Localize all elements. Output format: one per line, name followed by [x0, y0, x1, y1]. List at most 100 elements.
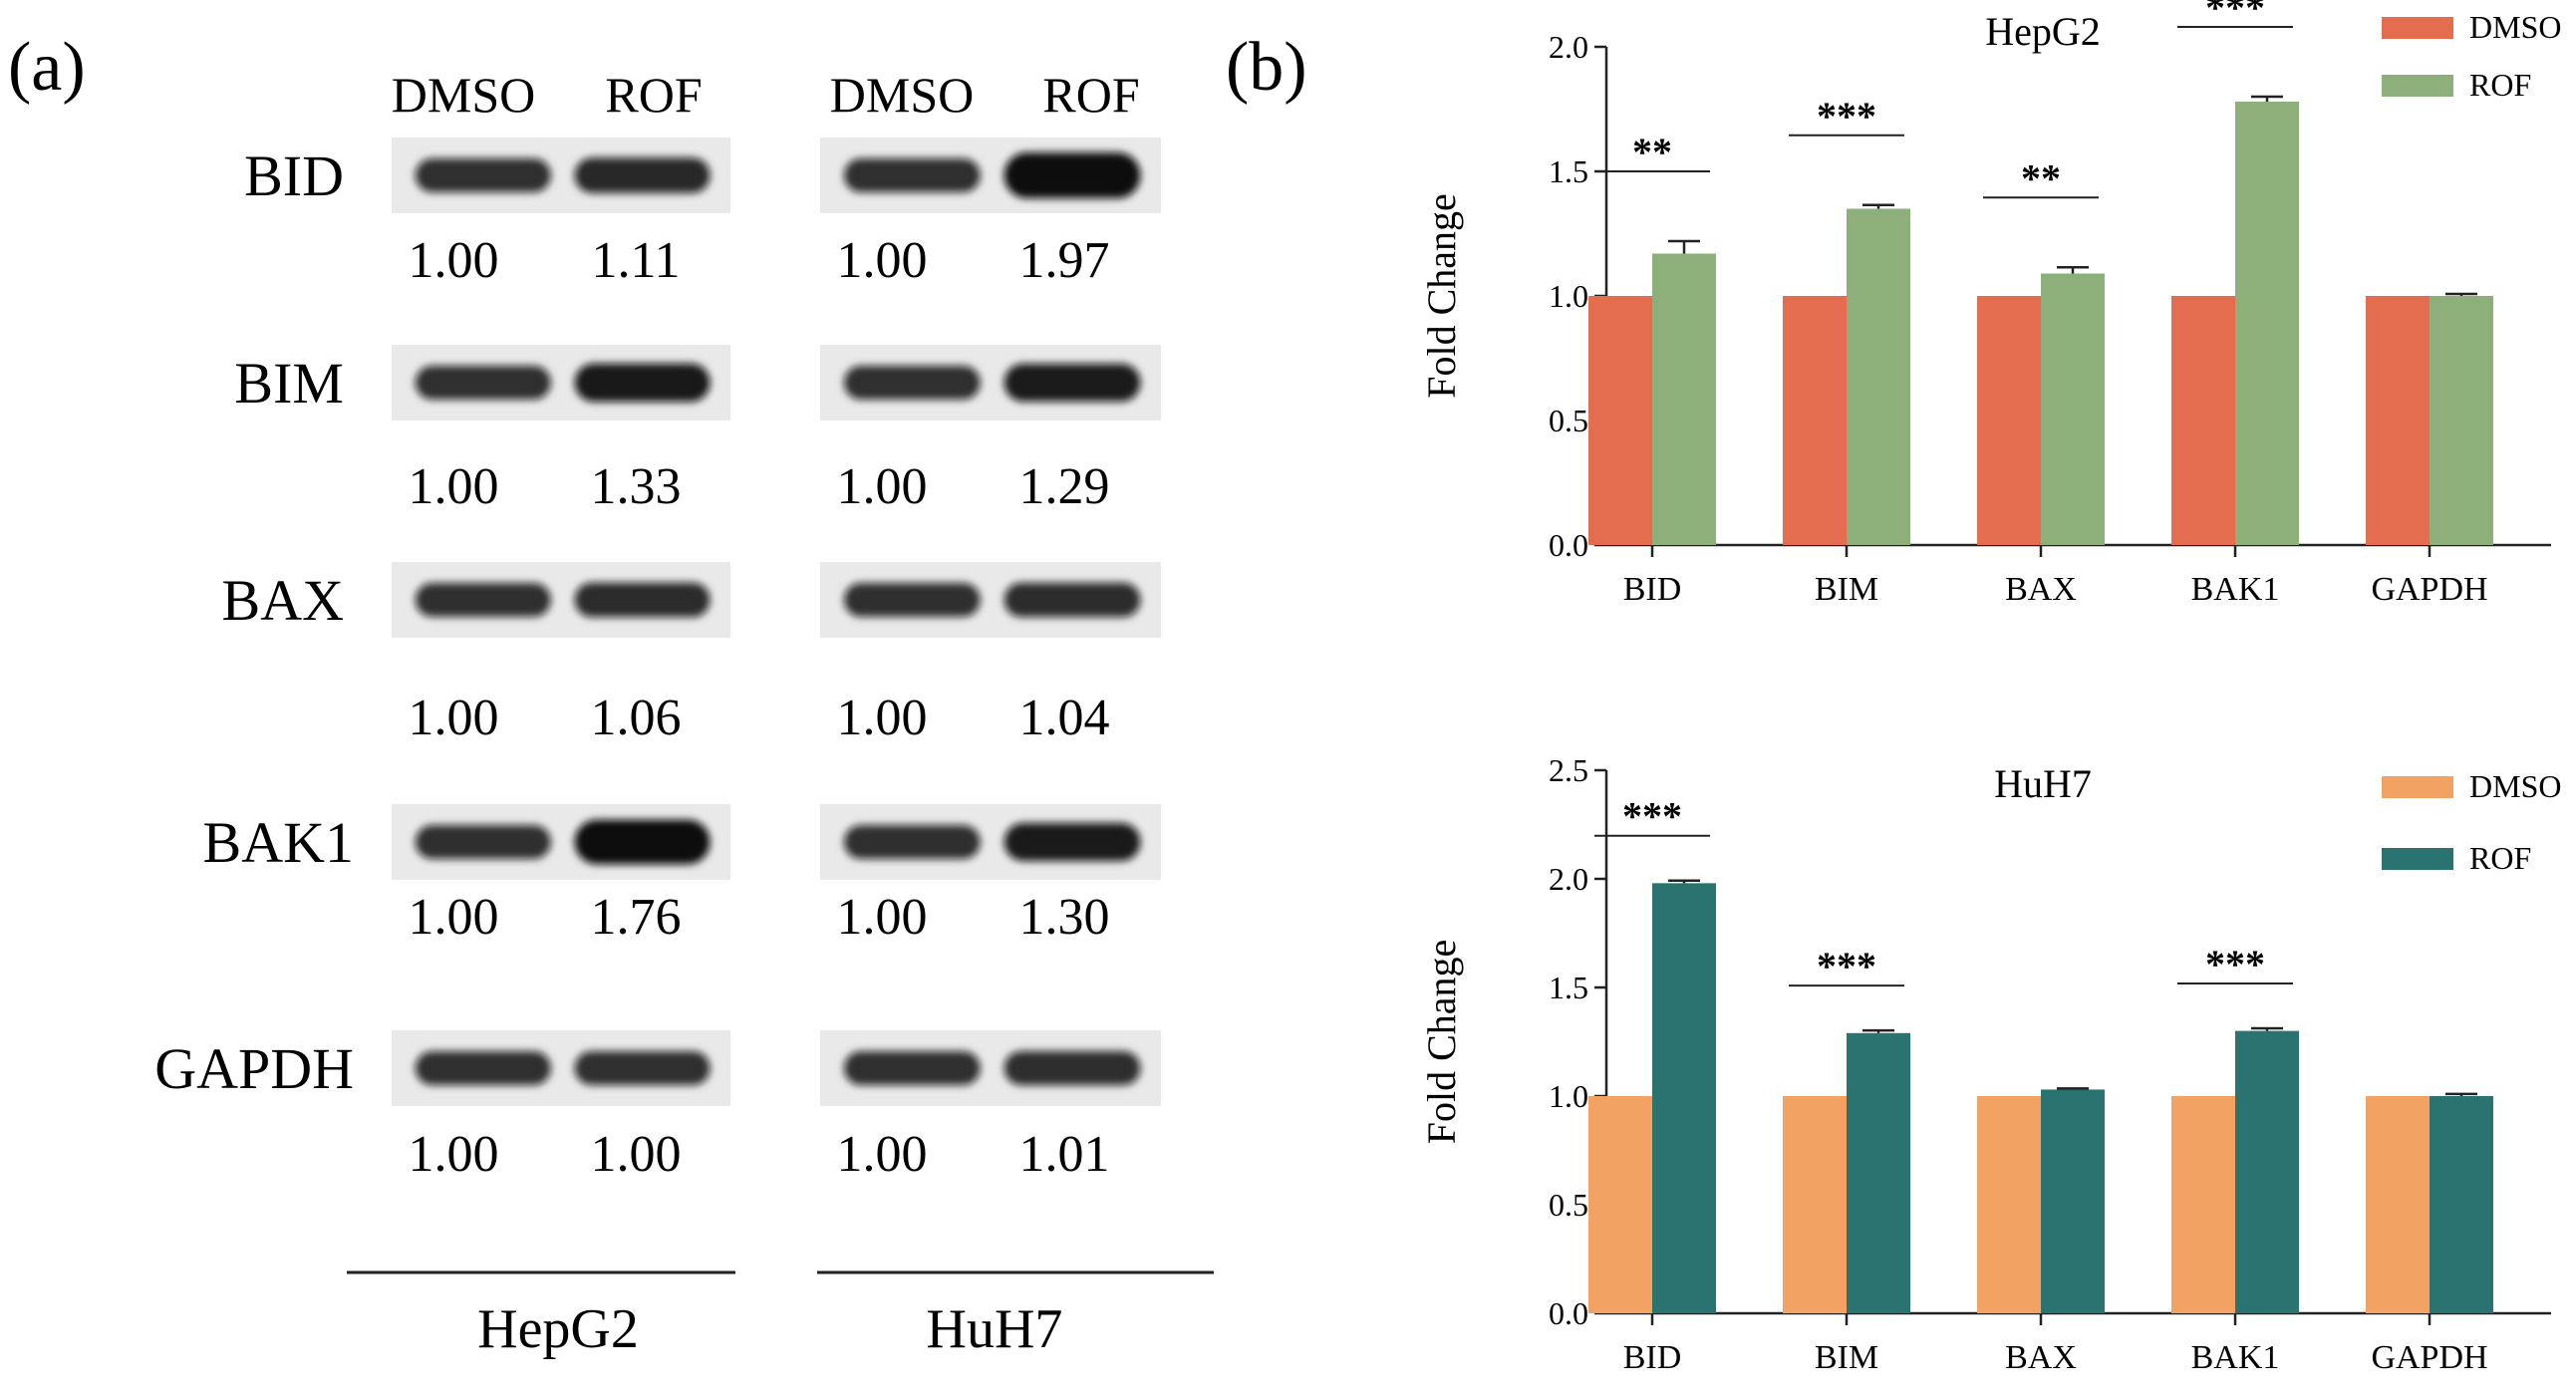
cell-line-label-hepg2: HepG2: [477, 1298, 639, 1360]
quant-value-bim-hepg2-rof: 1.33: [591, 458, 682, 515]
condition-header-rof-hepg2: ROF: [605, 67, 702, 123]
bar-huh7-bim-rof: [1847, 1032, 1910, 1313]
x-tick-label-bid: BID: [1623, 571, 1682, 608]
condition-header-dmso-hepg2: DMSO: [392, 67, 535, 123]
x-tick-label-bax: BAX: [2005, 571, 2077, 608]
band-bax-huh7-rof: [1003, 582, 1141, 618]
quant-value-bax-huh7-dmso: 1.00: [837, 690, 928, 746]
quant-value-bid-huh7-rof: 1.97: [1019, 232, 1110, 289]
bar-hepg2-gapdh-rof: [2430, 296, 2493, 545]
protein-label-bid: BID: [244, 143, 344, 208]
panel-a-label: (a): [8, 29, 86, 106]
x-tick-label-gapdh: GAPDH: [2371, 1339, 2487, 1376]
quant-value-bak1-hepg2-dmso: 1.00: [409, 889, 499, 946]
significance-stars-bid: **: [1632, 130, 1672, 174]
band-bid-hepg2-rof: [574, 157, 711, 193]
blot-row-bid: BID 1.00 1.11 1.00 1.97: [244, 138, 1161, 289]
bar-huh7-gapdh-dmso: [2366, 1096, 2430, 1313]
bar-huh7-bak1-dmso: [2171, 1096, 2235, 1313]
quant-value-gapdh-huh7-rof: 1.01: [1019, 1126, 1110, 1183]
bar-huh7-bim-dmso: [1783, 1096, 1847, 1313]
quant-value-bak1-hepg2-rof: 1.76: [591, 889, 682, 946]
legend-label-dmso: DMSO: [2469, 768, 2561, 804]
legend-swatch-dmso: [2382, 776, 2453, 798]
panel-b-label: (b): [1226, 29, 1307, 106]
band-bak1-huh7-rof: [1003, 822, 1141, 862]
y-tick-label: 0.0: [1549, 1295, 1588, 1331]
band-bim-hepg2-rof: [574, 363, 711, 403]
y-axis-label-huh7: Fold Change: [1419, 940, 1464, 1145]
legend-swatch-dmso: [2382, 17, 2453, 39]
band-bax-huh7-dmso: [843, 583, 981, 617]
y-tick-label: 1.5: [1549, 153, 1588, 189]
quant-value-bax-hepg2-dmso: 1.00: [409, 690, 499, 746]
x-tick-label-bim: BIM: [1815, 571, 1878, 608]
bar-hepg2-bax-dmso: [1977, 296, 2041, 545]
quant-value-gapdh-hepg2-rof: 1.00: [591, 1126, 682, 1183]
bar-hepg2-bim-rof: [1847, 208, 1910, 545]
protein-label-bak1: BAK1: [203, 810, 354, 875]
quant-value-bim-hepg2-dmso: 1.00: [409, 458, 499, 515]
chart-hepg2: 0.0 0.5 1.0 1.5 2.0 Fold Change HepG2 BID ** BIM *…: [1419, 0, 2561, 608]
y-tick-label: 0.5: [1549, 403, 1588, 438]
significance-stars-bak1: ***: [2205, 942, 2265, 986]
legend-swatch-rof: [2382, 848, 2453, 870]
blot-row-gapdh: GAPDH 1.00 1.00 1.00 1.01: [154, 1030, 1161, 1183]
protein-label-bim: BIM: [234, 351, 344, 416]
quant-value-bak1-huh7-dmso: 1.00: [837, 889, 928, 946]
bar-chart-figure: (b) 0.0 0.5 1.0 1.5 2.0 Fold Change HepG2 BID **…: [1226, 0, 2561, 1376]
condition-header-dmso-huh7: DMSO: [830, 67, 974, 123]
x-tick-label-bak1: BAK1: [2191, 1339, 2280, 1376]
x-tick-label-bax: BAX: [2005, 1339, 2077, 1376]
blot-row-bak1: BAK1 1.00 1.76 1.00 1.30: [203, 804, 1161, 946]
bar-hepg2-bak1-rof: [2235, 102, 2299, 545]
quant-value-bim-huh7-dmso: 1.00: [837, 458, 928, 515]
band-bid-hepg2-dmso: [415, 158, 551, 192]
y-tick-label: 1.5: [1549, 970, 1588, 1005]
y-axis-label-hepg2: Fold Change: [1419, 193, 1464, 399]
bar-huh7-bid-dmso: [1588, 1096, 1652, 1313]
significance-stars-bid: ***: [1622, 794, 1682, 839]
bar-hepg2-bid-rof: [1652, 253, 1716, 545]
condition-header-rof-huh7: ROF: [1042, 67, 1139, 123]
bar-hepg2-bak1-dmso: [2171, 296, 2235, 545]
y-tick-label: 1.0: [1549, 1078, 1588, 1114]
y-tick-label: 0.5: [1549, 1187, 1588, 1223]
legend-label-dmso: DMSO: [2469, 9, 2561, 45]
legend-label-rof: ROF: [2469, 840, 2531, 876]
significance-stars-bim: ***: [1817, 94, 1876, 139]
band-gapdh-hepg2-rof: [574, 1051, 711, 1085]
blot-row-bim: BIM 1.00 1.33 1.00 1.29: [234, 345, 1161, 515]
chart-title-huh7: HuH7: [1994, 761, 2092, 806]
quant-value-bax-hepg2-rof: 1.06: [591, 690, 682, 746]
significance-stars-bim: ***: [1817, 944, 1876, 988]
quant-value-bid-huh7-dmso: 1.00: [837, 232, 928, 289]
blot-row-bax: BAX 1.00 1.06 1.00 1.04: [222, 562, 1161, 746]
bar-huh7-bax-rof: [2041, 1089, 2105, 1313]
quant-value-bid-hepg2-dmso: 1.00: [409, 232, 499, 289]
y-tick-label: 1.0: [1549, 278, 1588, 314]
y-tick-label: 2.0: [1549, 861, 1588, 897]
bar-hepg2-gapdh-dmso: [2366, 296, 2430, 545]
x-tick-label-bak1: BAK1: [2191, 571, 2280, 608]
significance-stars-bak1: ***: [2205, 0, 2265, 30]
band-gapdh-huh7-dmso: [843, 1051, 981, 1085]
bar-huh7-bak1-rof: [2235, 1030, 2299, 1313]
x-tick-label-bim: BIM: [1815, 1339, 1878, 1376]
bar-hepg2-bax-rof: [2041, 273, 2105, 545]
protein-label-bax: BAX: [222, 568, 344, 633]
band-gapdh-hepg2-dmso: [415, 1051, 551, 1085]
protein-label-gapdh: GAPDH: [154, 1036, 354, 1101]
y-tick-label: 2.5: [1549, 752, 1588, 788]
x-tick-label-bid: BID: [1623, 1339, 1682, 1376]
y-tick-label: 0.0: [1549, 527, 1588, 563]
panel-b-bar-charts: (b) 0.0 0.5 1.0 1.5 2.0 Fold Change HepG2 BID **…: [1226, 0, 2576, 1393]
band-bim-huh7-rof: [1003, 363, 1141, 403]
cell-line-label-huh7: HuH7: [927, 1298, 1063, 1360]
band-bid-huh7-rof: [1003, 152, 1141, 198]
band-gapdh-huh7-rof: [1003, 1050, 1141, 1086]
bar-hepg2-bid-dmso: [1588, 296, 1652, 545]
panel-a-western-blots: (a) DMSO ROF DMSO ROF BID 1.00 1.11 1.00 1.97 BI…: [0, 0, 1226, 1393]
chart-huh7: 0.0 0.5 1.0 1.5 2.0 2.5 Fold Change HuH7 BID *** B…: [1419, 752, 2561, 1376]
